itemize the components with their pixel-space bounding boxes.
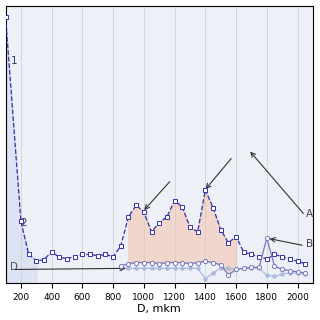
Text: D: D <box>10 262 18 272</box>
Text: 2: 2 <box>20 218 27 228</box>
Text: A: A <box>306 209 313 219</box>
Text: 1: 1 <box>11 56 17 66</box>
Text: B: B <box>306 239 313 249</box>
X-axis label: D, mkm: D, mkm <box>137 304 181 315</box>
